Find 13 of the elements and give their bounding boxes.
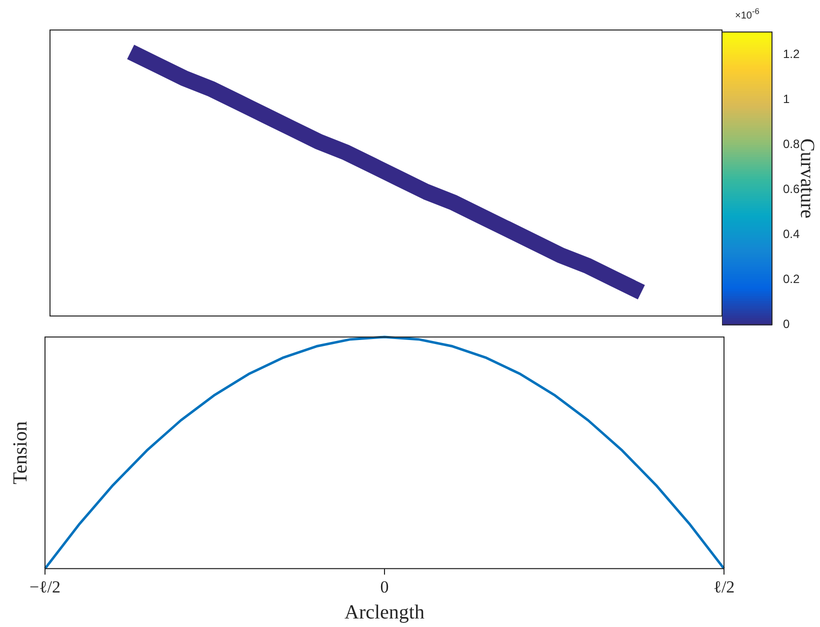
x-tick-label: 0 <box>380 577 389 596</box>
x-tick-label: ℓ/2 <box>713 577 735 596</box>
x-tick-label: −ℓ/2 <box>30 577 60 596</box>
color-bar-label: 0 <box>783 317 790 332</box>
color-bar-label: 1 <box>783 92 790 106</box>
color-bar-label: 1.2 <box>783 46 800 61</box>
x-axis-title: Arclength <box>344 601 424 624</box>
color-bar-label: 0.8 <box>783 136 800 151</box>
color-bar-label: 0.6 <box>783 182 800 196</box>
color-bar-label: 0.4 <box>783 227 800 242</box>
y-axis-title: Tension <box>9 421 32 484</box>
color-bar-label: 0.2 <box>783 272 800 286</box>
text: ×10$^{-6}$ <box>735 6 760 22</box>
